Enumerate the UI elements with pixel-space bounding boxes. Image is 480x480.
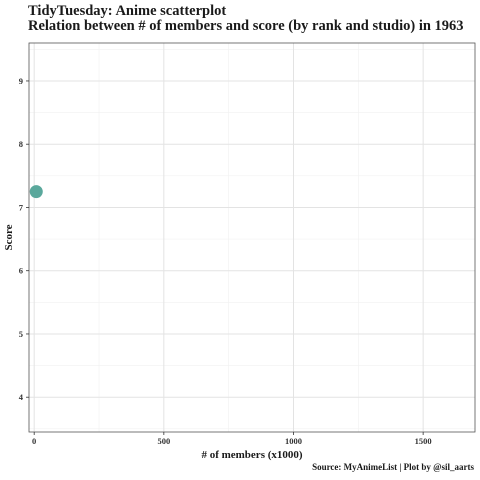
y-tick-label: 8 xyxy=(19,139,23,149)
y-tick-label: 7 xyxy=(19,202,24,212)
y-tick-label: 5 xyxy=(19,329,23,339)
grid-lines xyxy=(29,43,475,432)
data-point xyxy=(29,185,43,199)
y-tick-label: 4 xyxy=(19,392,24,402)
y-axis-ticks: 4 5 6 7 8 9 xyxy=(19,76,29,402)
x-axis-ticks: 0 500 1000 1500 xyxy=(32,432,432,446)
chart-titles: TidyTuesday: Anime scatterplot Relation … xyxy=(28,4,478,34)
chart-subtitle: Relation between # of members and score … xyxy=(28,18,464,34)
chart-caption: Source: MyAnimeList | Plot by @sil_aarts xyxy=(312,462,474,472)
y-axis-title: Score xyxy=(3,224,15,250)
x-tick-label: 1000 xyxy=(285,436,302,446)
panel-border xyxy=(28,42,476,433)
x-axis-title: # of members (x1000) xyxy=(201,449,302,461)
y-tick-label: 9 xyxy=(19,76,23,86)
y-tick-label: 6 xyxy=(19,266,23,276)
chart-title: TidyTuesday: Anime scatterplot xyxy=(28,3,227,19)
x-tick-label: 500 xyxy=(157,436,170,446)
x-tick-label: 0 xyxy=(32,436,36,446)
x-tick-label: 1500 xyxy=(415,436,432,446)
data-points xyxy=(29,185,43,199)
